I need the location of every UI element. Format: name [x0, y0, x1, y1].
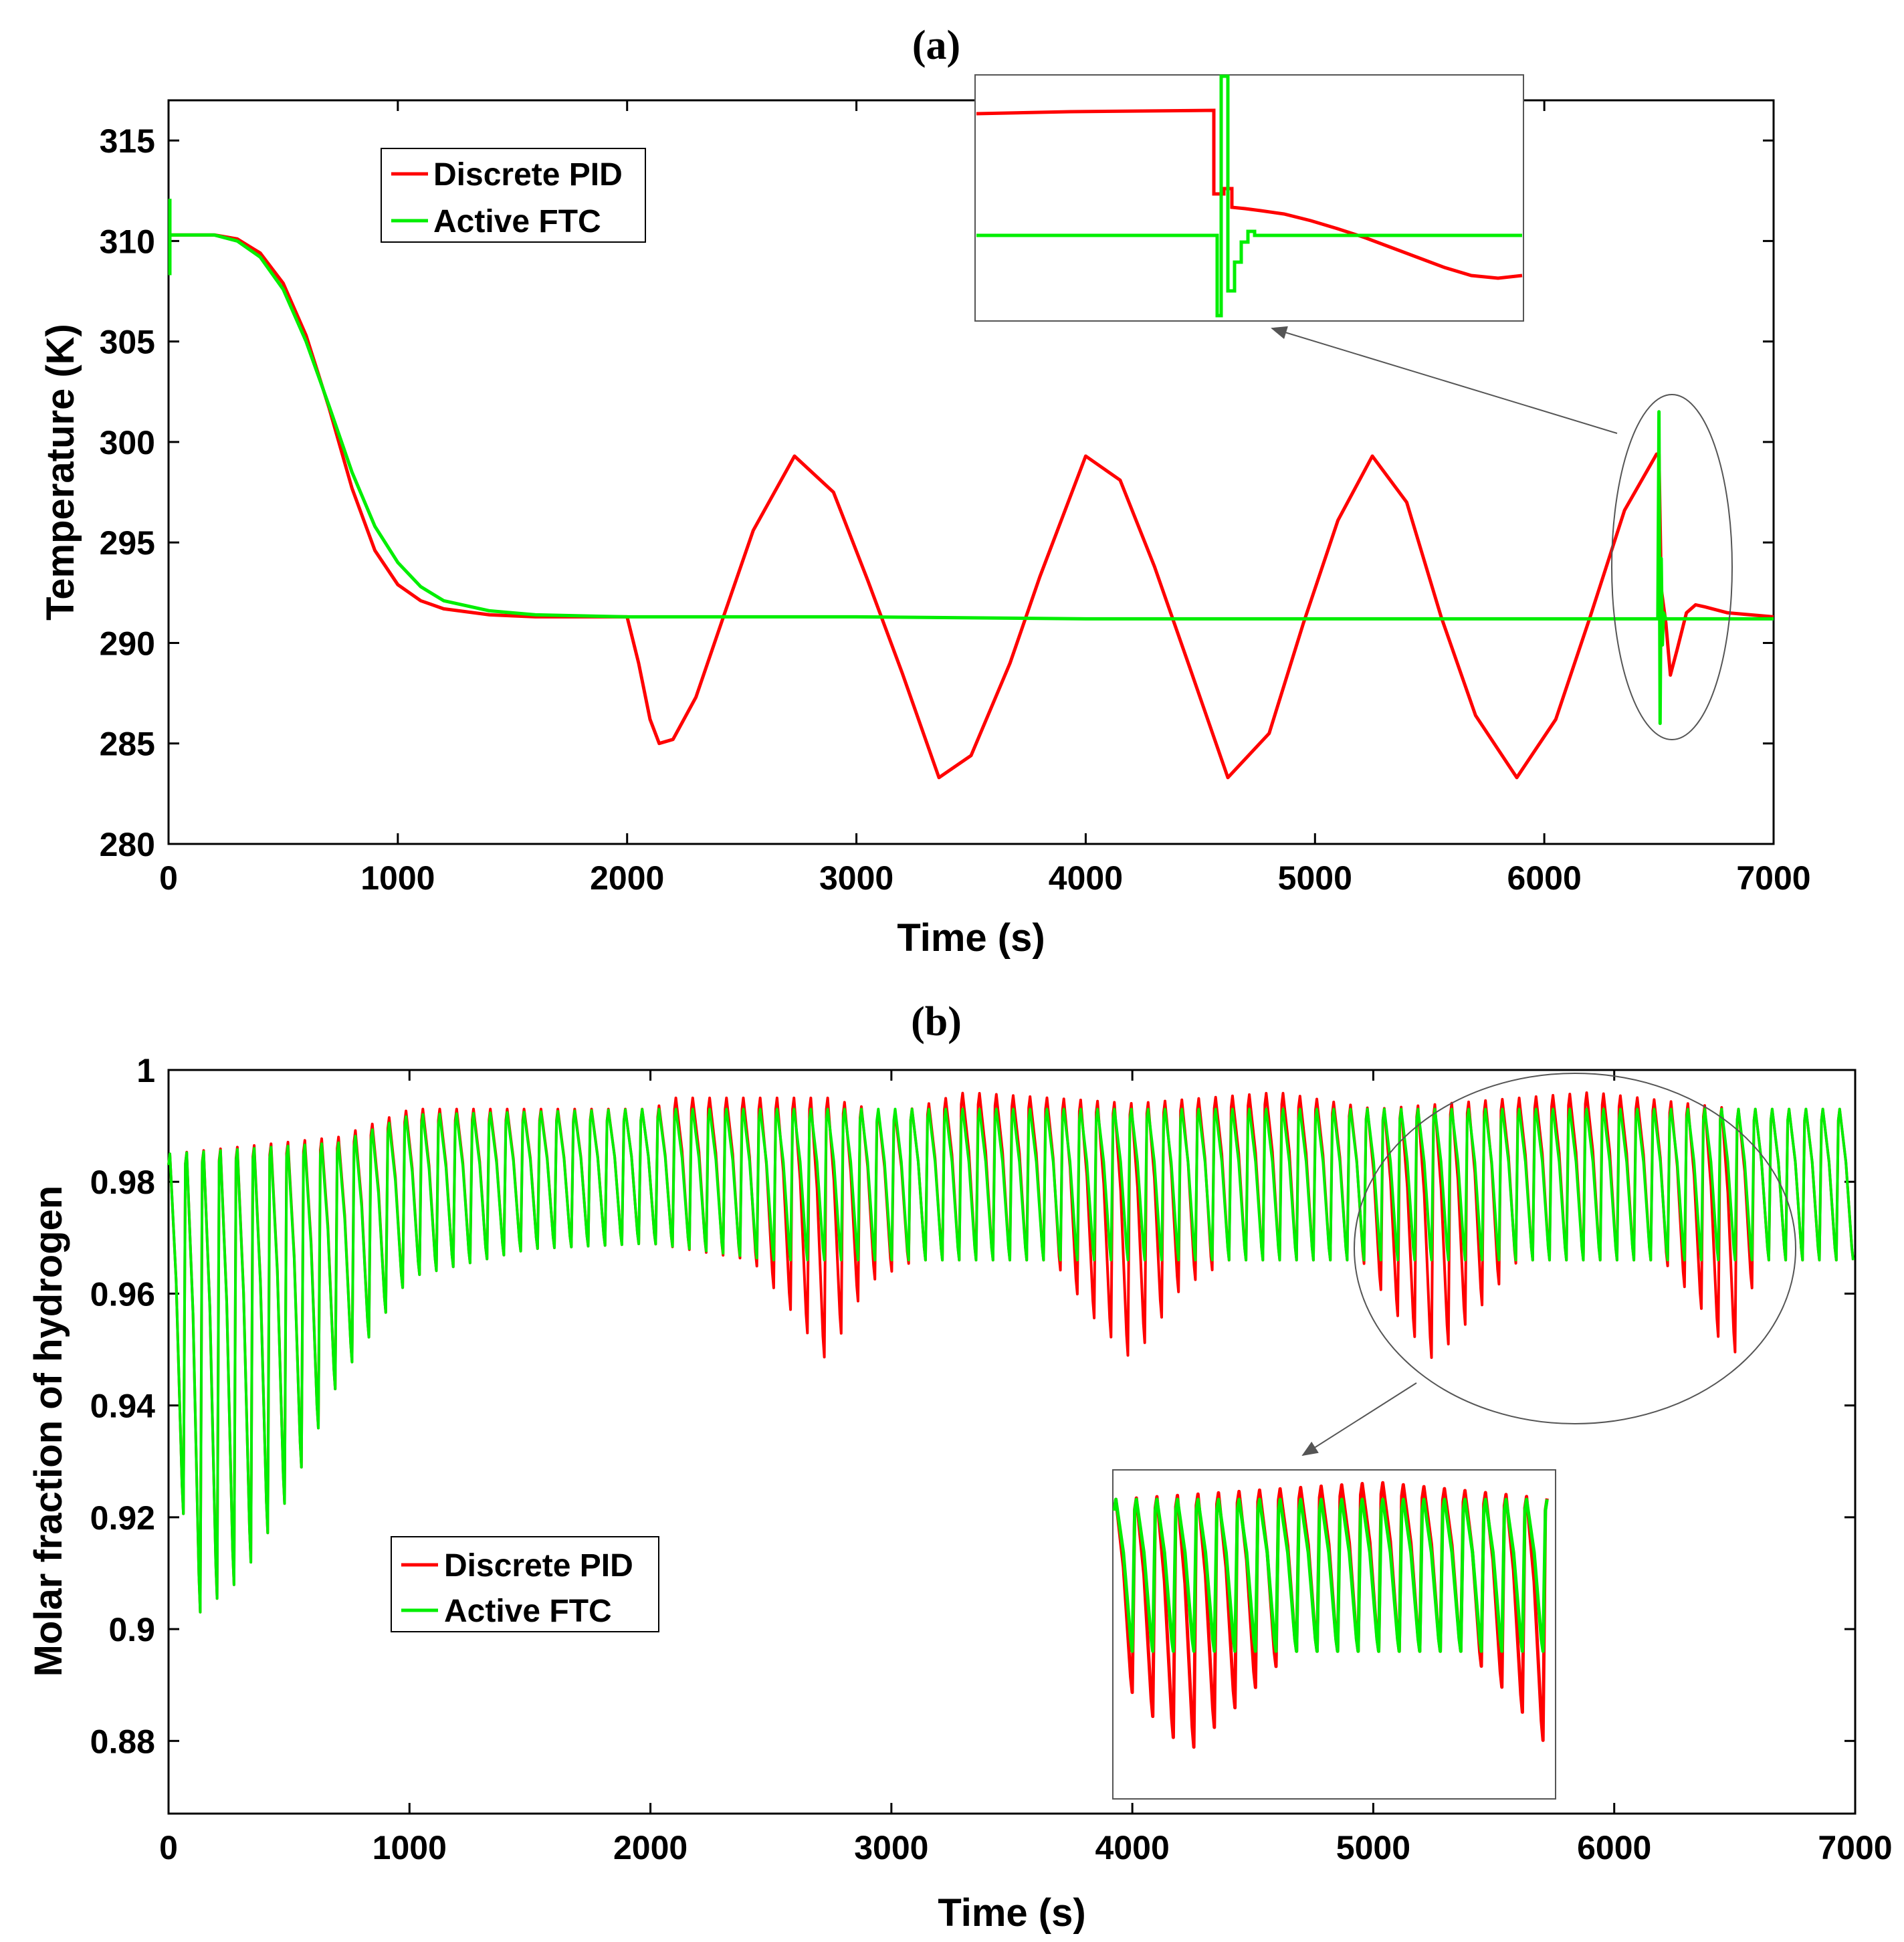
- panel-b-y-tick-label: 0.88: [90, 1723, 155, 1760]
- panel-b-hydrogen-chart: (b) 0 1000 2000 3000 4000 5000 6000 7000 0.88 0.9…: [27, 999, 1893, 1935]
- panel-a-y-tick-label: 290: [100, 625, 155, 662]
- panel-a-ftc-line: [169, 233, 1774, 726]
- panel-b-inset-ftc-line: [1112, 1497, 1549, 1653]
- panel-a-x-axis-title: Time (s): [897, 916, 1045, 960]
- panel-a-inset-pid-line: [976, 108, 1523, 280]
- panel-a-y-tick-label: 310: [100, 223, 155, 260]
- panel-a-x-tick-label: 1000: [360, 859, 435, 897]
- panel-b-x-tick-label: 3000: [854, 1829, 928, 1866]
- panel-a-x-tick-label: 5000: [1278, 859, 1352, 897]
- panel-a-legend: Discrete PID Active FTC: [381, 148, 646, 243]
- panel-a-inset: [974, 74, 1524, 322]
- panel-a-x-tick-label: 3000: [819, 859, 893, 897]
- panel-b-label: (b): [911, 999, 962, 1045]
- panel-b-legend-ftc-label: Active FTC: [444, 1594, 612, 1629]
- panel-a-legend-box: [381, 148, 646, 243]
- panel-a-y-tick-label: 315: [100, 122, 155, 160]
- panel-a-y-tick-label: 305: [100, 324, 155, 361]
- panel-b-y-tick-label: 0.9: [108, 1611, 155, 1648]
- panel-a-axes-box: [167, 99, 1775, 845]
- panel-b-y-tick-label: 0.92: [90, 1499, 155, 1537]
- panel-a-x-tick-label: 4000: [1049, 859, 1123, 897]
- panel-b-x-tick-label: 1000: [373, 1829, 447, 1866]
- panel-b-legend-box: [391, 1536, 659, 1632]
- panel-b-ticks: 0 1000 2000 3000 4000 5000 6000 7000 0.88 0.9 0.92…: [90, 1052, 1893, 1866]
- panel-a-x-tick-label: 6000: [1507, 859, 1582, 897]
- panel-a-y-tick-label: 280: [100, 826, 155, 863]
- panel-b-inset: [1112, 1469, 1556, 1800]
- panel-b-inset-lines: [1112, 1481, 1549, 1749]
- panel-a-x-tick-label: 7000: [1736, 859, 1810, 897]
- panel-b-x-tick-label: 2000: [613, 1829, 687, 1866]
- panel-a-zoom-arrow: [1271, 326, 1618, 434]
- panel-a-legend-ftc-label: Active FTC: [433, 204, 601, 239]
- panel-b-x-axis-title: Time (s): [938, 1891, 1085, 1935]
- panel-b-legend-pid-label: Discrete PID: [444, 1548, 633, 1584]
- panel-a-data-lines: [168, 199, 1774, 780]
- panel-b-y-tick-label: 1: [136, 1052, 155, 1089]
- panel-b-y-axis-title: Molar fraction of hydrogen: [27, 1186, 70, 1677]
- panel-b-y-tick-label: 0.96: [90, 1275, 155, 1313]
- panel-a-pid-line: [169, 233, 1774, 780]
- panel-a-inset-ftc-line: [976, 74, 1522, 318]
- panel-b-x-tick-label: 6000: [1577, 1829, 1651, 1866]
- panel-b-y-tick-label: 0.98: [90, 1164, 155, 1201]
- panel-a-zoom-ellipse: [1611, 394, 1733, 740]
- panel-a-y-tick-label: 300: [100, 424, 155, 461]
- panel-b-ftc-line: [167, 1107, 1855, 1614]
- panel-a-y-tick-label: 285: [100, 726, 155, 763]
- panel-a-y-axis-title: Temperature (K): [39, 324, 82, 621]
- panel-b-y-tick-label: 0.94: [90, 1388, 156, 1425]
- panel-a-inset-box: [974, 74, 1524, 322]
- panel-b-axes-box: [167, 1069, 1857, 1815]
- panel-b-x-tick-label: 7000: [1818, 1829, 1892, 1866]
- panel-a-legend-pid-label: Discrete PID: [433, 157, 623, 193]
- panel-b-x-tick-label: 4000: [1095, 1829, 1170, 1866]
- panel-b-x-tick-label: 0: [159, 1829, 178, 1866]
- panel-b-data-lines: [167, 1091, 1855, 1614]
- panel-b-legend: Discrete PID Active FTC: [391, 1536, 659, 1632]
- panel-a-label: (a): [912, 23, 960, 68]
- panel-b-zoom-arrow: [1301, 1382, 1417, 1456]
- panel-a-x-tick-label: 2000: [590, 859, 664, 897]
- panel-a-x-tick-label: 0: [159, 859, 178, 897]
- panel-a-ticks: 0 1000 2000 3000 4000 5000 6000 7000 280 285 290 29…: [100, 100, 1811, 897]
- panel-b-zoom-ellipse: [1354, 1073, 1796, 1424]
- panel-a-temperature-chart: (a) 0 1000 2000 3000 4000 5000 6000 7000 280 285 2…: [39, 23, 1811, 960]
- panel-b-x-tick-label: 5000: [1336, 1829, 1410, 1866]
- panel-a-y-tick-label: 295: [100, 524, 155, 562]
